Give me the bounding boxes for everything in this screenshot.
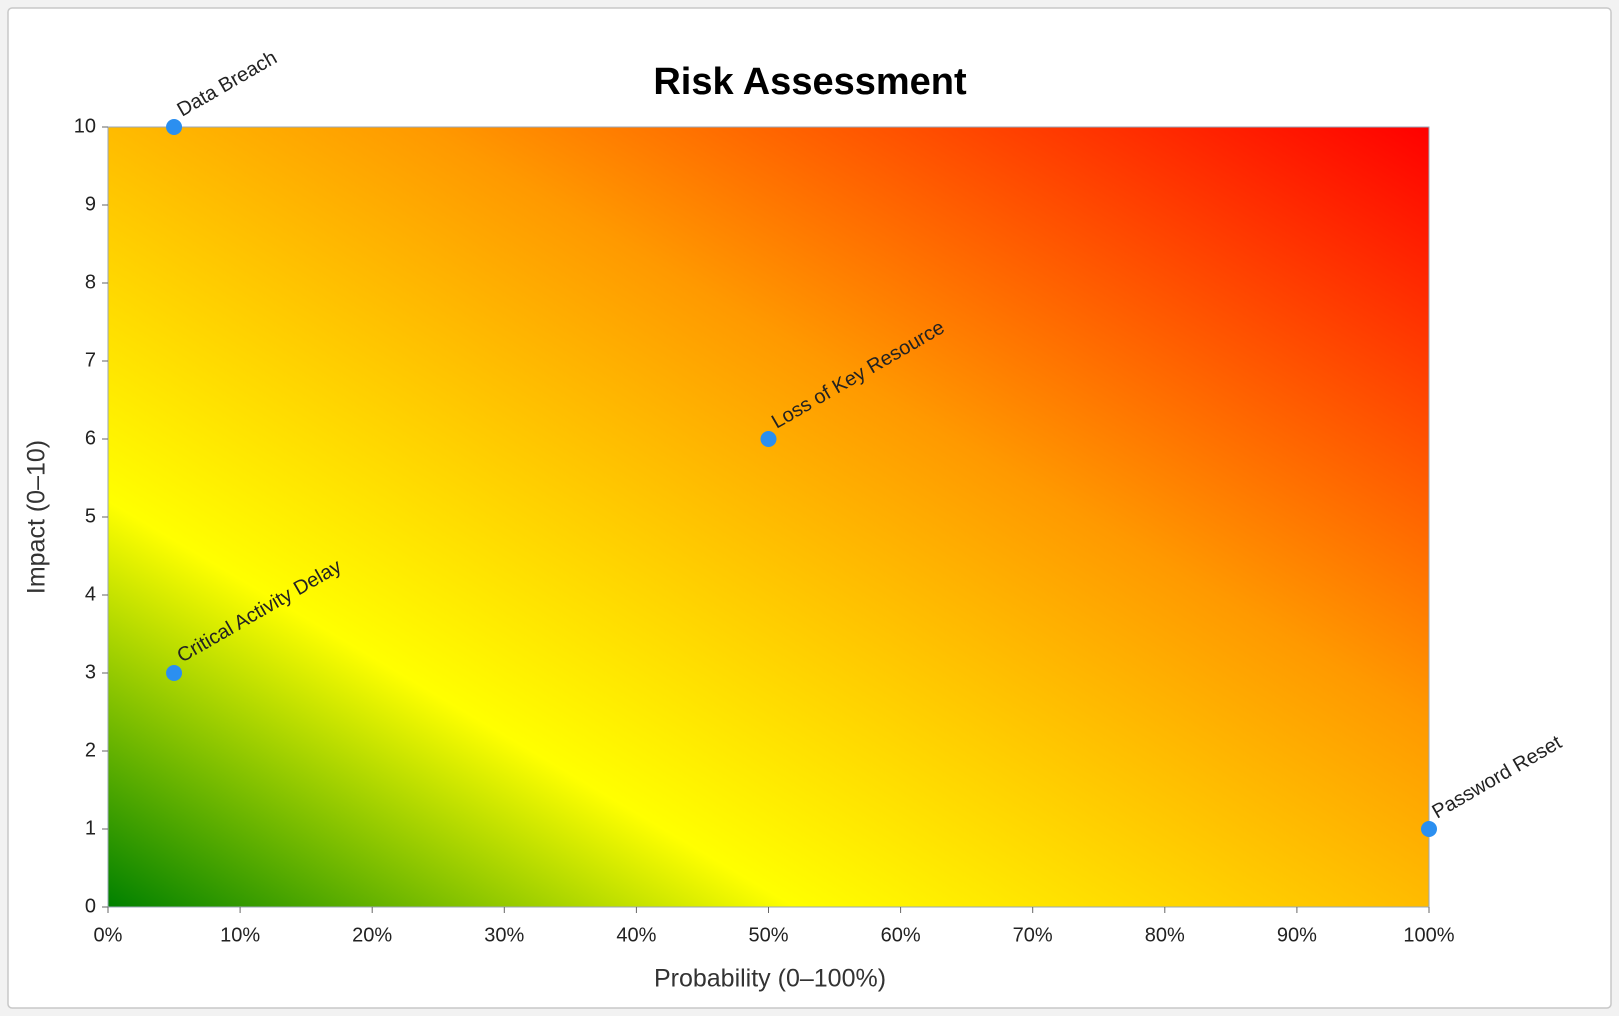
point — [166, 665, 183, 681]
y-tick-label: 3 — [85, 661, 96, 683]
x-tick-label: 0% — [94, 924, 123, 946]
y-tick-label: 9 — [85, 193, 96, 215]
x-tick-label: 30% — [484, 924, 524, 946]
y-tick-label: 1 — [85, 817, 96, 839]
point — [760, 431, 777, 447]
x-tick-label: 80% — [1145, 924, 1185, 946]
y-tick-label: 8 — [85, 271, 96, 293]
y-tick-label: 4 — [85, 583, 96, 605]
x-tick-label: 60% — [881, 924, 921, 946]
x-tick-label: 90% — [1277, 924, 1317, 946]
x-tick-label: 20% — [352, 924, 392, 946]
x-axis-label: Probability (0–100%) — [654, 965, 886, 993]
y-tick-label: 5 — [85, 505, 96, 527]
chart-title: Risk Assessment — [653, 61, 967, 103]
x-tick-label: 70% — [1013, 924, 1053, 946]
y-axis-label: Impact (0–10) — [23, 440, 51, 594]
y-tick-label: 0 — [85, 895, 96, 917]
y-tick-label: 6 — [85, 427, 96, 449]
x-tick-label: 50% — [748, 924, 788, 946]
y-tick-label: 2 — [85, 739, 96, 761]
y-tick-label: 10 — [74, 115, 96, 137]
point — [166, 119, 183, 135]
x-tick-label: 10% — [220, 924, 260, 946]
y-tick-label: 7 — [85, 349, 96, 371]
plot-background — [107, 126, 1430, 908]
x-tick-label: 100% — [1403, 924, 1454, 946]
x-tick-label: 40% — [616, 924, 656, 946]
point — [1421, 821, 1437, 837]
